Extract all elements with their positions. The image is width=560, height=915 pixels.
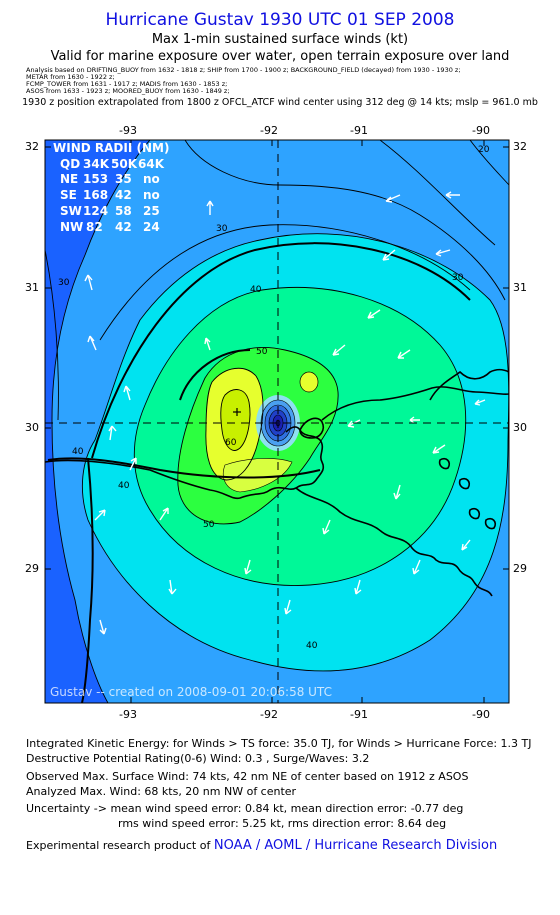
contour-label: 50 [256,347,268,357]
lon-label-top-91: -91 [350,124,368,137]
wind-radii-header-34k: 34K [83,157,110,171]
wind-radii-nw-qd: NW [60,220,83,234]
wind-radii-header-qd: QD [60,157,80,171]
wind-radii-se-qd: SE [60,188,77,202]
wind-radii-nw-50k: 42 [115,220,132,234]
coastline-islands-2 [468,507,481,520]
lon-label-bottom-93: -93 [119,708,137,721]
lon-label-top-90: -90 [472,124,490,137]
contour-label: 20 [478,145,490,155]
wind-fill-ne-core [299,371,319,393]
lon-label-top-92: -92 [260,124,278,137]
wind-radii-sw-50k: 58 [115,204,132,218]
dpr-line: Destructive Potential Rating(0-6) Wind: … [26,752,370,765]
lon-label-bottom-91: -91 [350,708,368,721]
analysis-line-2: METAR from 1630 - 1922 z; [26,73,115,81]
map-watermark: Gustav -- created on 2008-09-01 20:06:58… [50,685,332,699]
wind-radii-sw-64k: 25 [143,204,160,218]
wind-radii-header-64k: 64K [138,157,165,171]
lat-label-right-31: 31 [513,281,527,294]
lon-label-bottom-90: -90 [472,708,490,721]
lat-label-left-29: 29 [25,562,39,575]
uncertainty-line-1: Uncertainty -> mean wind speed error: 0.… [26,802,464,815]
wind-radii-se-50k: 42 [115,188,132,202]
coastline-islands-1 [438,457,451,470]
page-title: Hurricane Gustav 1930 UTC 01 SEP 2008 [105,10,455,30]
credit-line: Experimental research product of NOAA / … [26,838,497,853]
credit-prefix: Experimental research product of [26,839,214,852]
credit-org-link[interactable]: NOAA / AOML / Hurricane Research Divisio… [213,838,498,853]
analysis-line-1: Analysis based on DRIFTING_BUOY from 163… [26,66,461,74]
coastline-mobile [429,368,509,401]
subtitle-exposure: Valid for marine exposure over water, op… [50,49,510,64]
wind-radii-sw-34k: 124 [83,204,108,218]
position-note: 1930 z position extrapolated from 1800 z… [22,97,538,108]
wind-radii-ne-qd: NE [60,172,78,186]
coastline-delta [295,487,493,597]
contour-label: 30 [452,273,464,283]
wind-radii-ne-34k: 153 [83,172,108,186]
wind-radii-nw-64k: 24 [143,220,160,234]
contour-label: 40 [306,641,318,651]
wind-radii-ne-64k: no [143,172,160,186]
uncertainty-line-2: rms wind speed error: 5.25 kt, rms direc… [118,817,447,830]
subtitle-units: Max 1-min sustained surface winds (kt) [151,32,409,47]
contour-label: 40 [72,447,84,457]
wind-vectors [84,191,486,635]
wind-radii-ne-50k: 35 [115,172,132,186]
wind-radii-table: WIND RADII (NM) QD 34K 50K 64K NE 153 35… [53,141,169,234]
coastline-islands-4 [458,477,471,490]
observed-max-line: Observed Max. Surface Wind: 74 kts, 42 n… [26,770,469,783]
coastline-pontchartrain [299,417,325,439]
wind-radii-title: WIND RADII (NM) [53,141,169,155]
contour-label: 40 [118,481,130,491]
lat-label-left-30: 30 [25,421,39,434]
lat-label-left-32: 32 [25,140,39,153]
wind-radii-nw-34k: 82 [86,220,103,234]
lat-label-right-29: 29 [513,562,527,575]
wind-fill-75 [220,389,250,451]
analyzed-max-line: Analyzed Max. Wind: 68 kts, 20 nm NW of … [26,785,297,798]
analysis-line-3: FCMP_TOWER from 1631 - 1917 z; MADIS fro… [26,80,228,88]
contour-label: 40 [250,285,262,295]
lon-label-bottom-92: -92 [260,708,278,721]
lat-label-right-30: 30 [513,421,527,434]
lat-label-left-31: 31 [25,281,39,294]
lat-label-right-32: 32 [513,140,527,153]
wind-radii-se-64k: no [143,188,160,202]
contour-label: 30 [58,278,70,288]
contour-label: 60 [225,438,237,448]
contour-label: 50 [203,520,215,530]
lon-label-top-93: -93 [119,124,137,137]
wind-radii-header-50k: 50K [111,157,138,171]
contour-label: 30 [216,224,228,234]
wind-radii-se-34k: 168 [83,188,108,202]
analysis-line-4: ASOS from 1633 - 1923 z; MOORED_BUOY fro… [26,87,230,95]
wind-radii-sw-qd: SW [60,204,82,218]
wind-fill-south-lobe [222,458,293,493]
coastline-islands-3 [484,517,497,530]
coastline-east [321,386,509,421]
ike-line: Integrated Kinetic Energy: for Winds > T… [26,737,532,750]
